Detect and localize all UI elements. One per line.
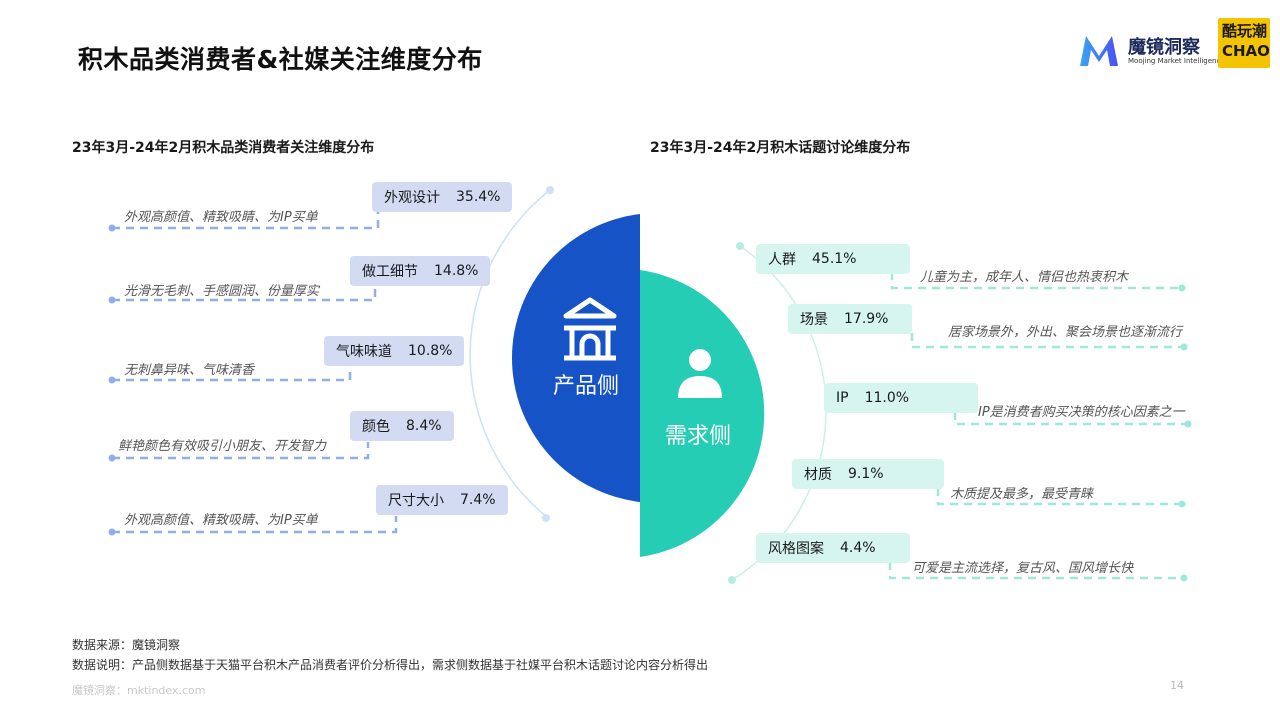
right-pill-2-value: 17.9% [844,311,889,327]
partner-logo-text-cn: 酷玩潮 [1222,22,1268,40]
right-connector-3-dot [1184,420,1192,428]
left-chart-title: 23年3月-24年2月积木品类消费者关注维度分布 [72,140,375,156]
right-pill-5-label: 风格图案 [768,541,824,557]
left-pill-3: 气味味道 10.8% [324,336,465,366]
left-connector-5 [112,516,398,534]
partner-logo-text-en: CHAO [1222,42,1270,60]
right-pill-1: 人群 45.1% [756,244,910,274]
right-connector-1-dot [1178,284,1186,292]
right-connector-4-dot [1178,500,1186,508]
right-pill-2-label: 场景 [800,312,828,328]
right-pill-5: 风格图案 4.4% [756,533,910,563]
left-connector-4 [112,442,370,460]
demand-side-label: 需求侧 [665,424,732,449]
left-pill-4: 颜色 8.4% [350,411,454,441]
left-pill-4-label: 颜色 [362,419,390,435]
right-note-1: 儿童为主，成年人、情侣也热衷积木 [920,270,1129,285]
right-pill-4: 材质 9.1% [792,459,944,489]
right-pill-5-value: 4.4% [840,540,876,556]
right-arc-dot-bottom [728,576,736,584]
right-connector-5 [888,562,1184,580]
left-arc-dot-top [546,186,554,194]
store-icon [563,297,617,361]
left-connector-5-dot [108,528,116,536]
right-connector-4 [936,488,1182,506]
left-pill-3-label: 气味味道 [336,344,392,360]
data-note: 数据说明：产品侧数据基于天猫平台积木产品消费者评价分析得出，需求侧数据基于社媒平… [72,658,709,672]
right-pill-4-value: 9.1% [848,466,884,482]
right-note-4: 木质提及最多，最受青睐 [950,487,1094,502]
left-connector-1 [112,210,380,230]
left-connector-2-dot [108,296,116,304]
watermark: 魔镜洞察：mktindex.com [72,684,206,697]
right-pill-1-label: 人群 [768,252,796,268]
right-pill-3-label: IP [836,390,849,406]
right-pill-2: 场景 17.9% [788,304,912,334]
left-guide-arc [469,189,551,519]
right-connector-2 [910,333,1184,349]
right-chart-title: 23年3月-24年2月积木话题讨论维度分布 [650,140,911,156]
page-title: 积木品类消费者&社媒关注维度分布 [78,45,483,74]
right-connector-1 [890,272,1182,290]
moojing-logo-icon [1080,36,1118,66]
left-pill-3-value: 10.8% [408,343,453,359]
left-pill-5-value: 7.4% [460,492,496,508]
left-note-1: 外观高颜值、精致吸睛、为IP买单 [124,210,318,225]
left-pill-4-value: 8.4% [406,418,442,434]
left-connector-4-dot [108,454,116,462]
right-note-3: IP是消费者购买决策的核心因素之一 [978,405,1185,420]
left-pill-2: 做工细节 14.8% [350,256,491,286]
left-pill-1-value: 35.4% [456,189,501,205]
brand-tagline: Moojing Market Intelligence [1128,57,1225,65]
left-pill-1: 外观设计 35.4% [372,182,513,212]
person-icon [678,349,722,398]
left-note-2: 光滑无毛刺、手感圆润、份量厚实 [124,284,320,299]
left-connector-3-dot [108,376,116,384]
right-connector-2-dot [1180,343,1188,351]
partner-logo [1218,18,1270,68]
left-note-4: 鲜艳颜色有效吸引小朋友、开发智力 [118,439,327,454]
right-note-2: 居家场景外，外出、聚会场景也逐渐流行 [948,325,1183,340]
left-note-5: 外观高颜值、精致吸睛、为IP买单 [124,513,318,528]
left-pill-2-value: 14.8% [434,263,479,279]
left-connector-3 [112,365,352,382]
page-number: 14 [1170,679,1184,692]
demand-side-half [640,270,765,557]
right-note-5: 可爱是主流选择，复古风、国风增长快 [912,561,1134,576]
data-source: 数据来源：魔镜洞察 [72,638,181,652]
left-pill-5: 尺寸大小 7.4% [376,485,508,515]
right-connector-5-dot [1180,574,1188,582]
right-arc-dot-top [736,242,744,250]
left-connector-2 [112,285,377,302]
left-pill-5-label: 尺寸大小 [388,493,444,509]
left-connector-1-dot [108,224,116,232]
right-pill-3-value: 11.0% [864,390,910,406]
right-pill-4-label: 材质 [804,467,832,483]
right-connector-3 [953,412,1188,426]
product-side-label: 产品侧 [553,374,620,399]
brand-name: 魔镜洞察 [1128,37,1200,58]
left-arc-dot-bottom [542,514,550,522]
right-pill-1-value: 45.1% [812,251,857,267]
left-pill-1-label: 外观设计 [384,190,440,206]
left-pill-2-label: 做工细节 [362,264,418,280]
left-note-3: 无刺鼻异味、气味清香 [124,363,255,378]
right-pill-3: IP 11.0% [824,383,978,413]
